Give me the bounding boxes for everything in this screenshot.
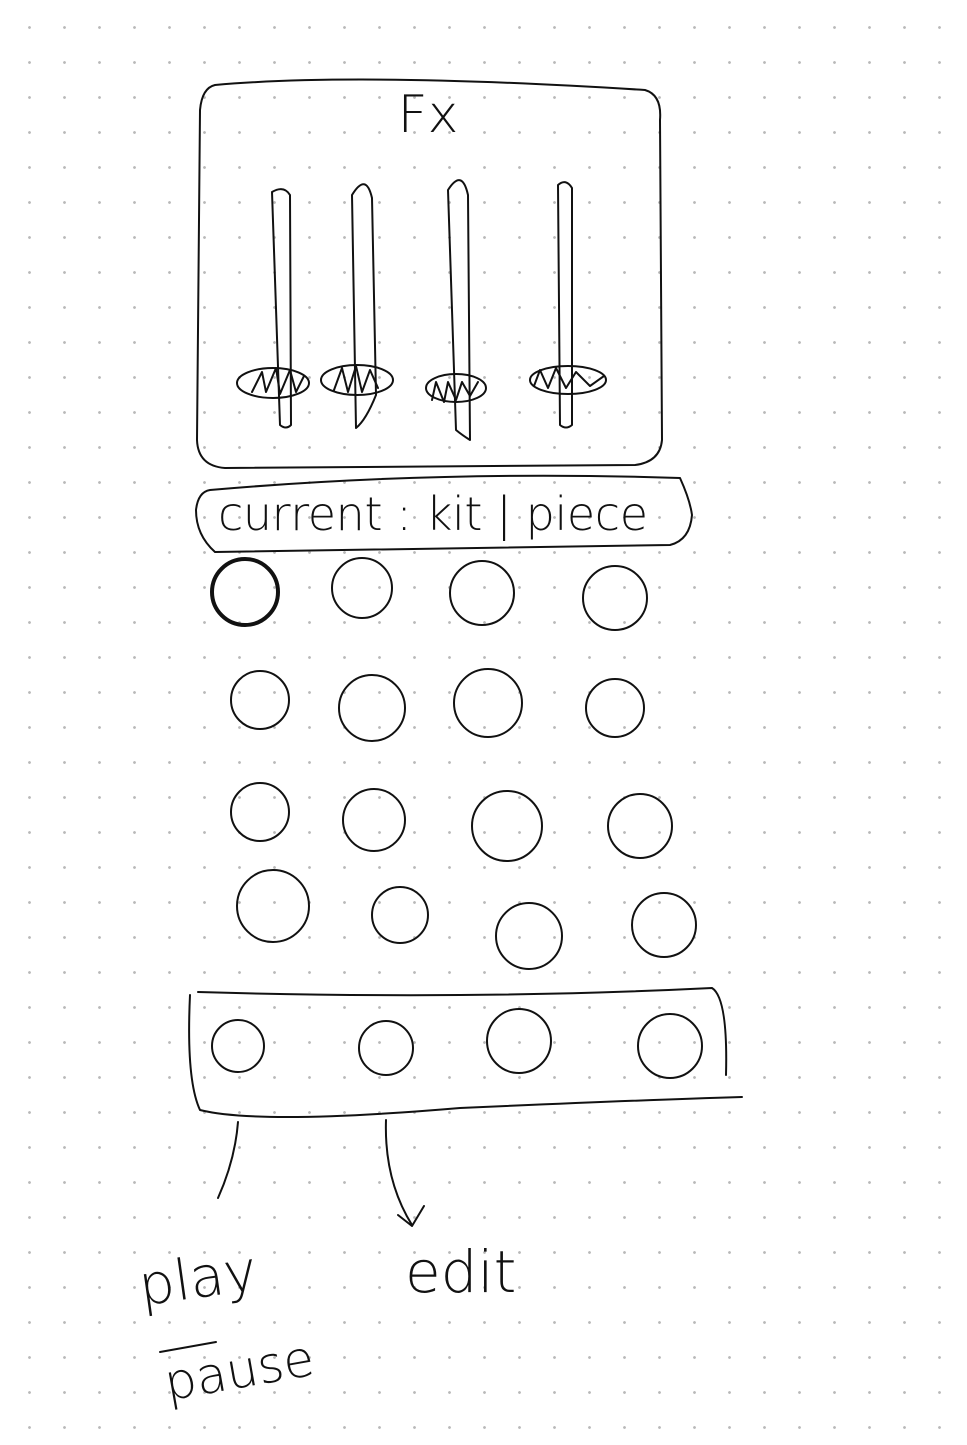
status-label: current : kit | piece — [218, 487, 648, 542]
pad-grid — [210, 557, 697, 970]
slider — [320, 183, 394, 429]
status-bar — [195, 474, 693, 553]
slider — [236, 188, 310, 429]
pad — [495, 902, 563, 970]
edit-annotation: edit — [405, 1238, 516, 1306]
fx-panel — [196, 78, 663, 469]
pad — [338, 674, 406, 742]
slider — [529, 181, 607, 429]
annotation-arrow — [217, 1121, 239, 1199]
slider — [425, 179, 487, 441]
edit-button — [358, 1020, 414, 1076]
pad — [585, 678, 645, 738]
pad — [230, 670, 290, 730]
pause-annotation: pause — [160, 1329, 319, 1412]
pad — [471, 790, 543, 862]
play-annotation: play — [135, 1238, 261, 1319]
pad — [631, 892, 697, 958]
transport-bar — [188, 987, 743, 1119]
pad — [331, 557, 393, 619]
pad — [230, 782, 290, 842]
pad — [236, 869, 310, 943]
button — [637, 1013, 703, 1079]
fx-title: Fx — [398, 85, 459, 145]
pad — [607, 793, 673, 859]
transport-buttons — [211, 1008, 703, 1079]
pad — [582, 565, 648, 631]
annotation-arrow — [384, 1119, 425, 1227]
button — [486, 1008, 552, 1074]
pad — [453, 668, 523, 738]
play-pause-button — [211, 1019, 265, 1073]
pad — [342, 788, 406, 852]
pad-active — [210, 557, 280, 627]
pad — [449, 560, 515, 626]
pad — [371, 886, 429, 944]
annotation-slash — [159, 1341, 217, 1353]
